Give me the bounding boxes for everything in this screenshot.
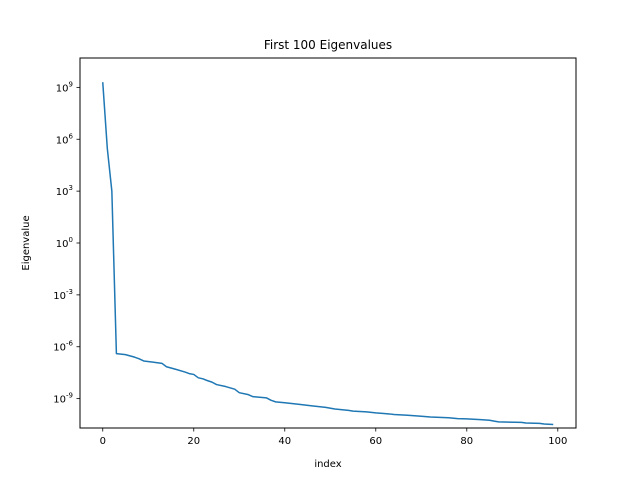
y-axis-label: Eigenvalue xyxy=(21,215,32,270)
y-tick-label-2: 103 xyxy=(56,184,73,198)
x-tick-label-80: 80 xyxy=(460,436,473,447)
y-tick-label-0: 109 xyxy=(56,80,73,94)
x-tick-label-100: 100 xyxy=(548,436,567,447)
x-tick-label-20: 20 xyxy=(187,436,200,447)
y-axis: 109 106 103 100 10-3 10-6 10-9 xyxy=(53,80,80,406)
x-axis: 0 20 40 60 80 100 xyxy=(100,428,567,447)
series-line-0 xyxy=(102,82,554,426)
y-tick-label-4: 10-3 xyxy=(53,288,73,302)
chart-title: First 100 Eigenvalues xyxy=(264,38,392,52)
x-tick-label-40: 40 xyxy=(278,436,291,447)
y-tick-label-6: 10-9 xyxy=(53,392,73,406)
y-tick-label-1: 106 xyxy=(56,132,74,146)
x-axis-label: index xyxy=(314,459,341,470)
x-tick-label-60: 60 xyxy=(369,436,382,447)
y-tick-label-5: 10-6 xyxy=(53,340,73,354)
y-tick-label-3: 100 xyxy=(56,236,73,250)
plot-area xyxy=(102,82,554,426)
x-tick-label-0: 0 xyxy=(100,436,106,447)
